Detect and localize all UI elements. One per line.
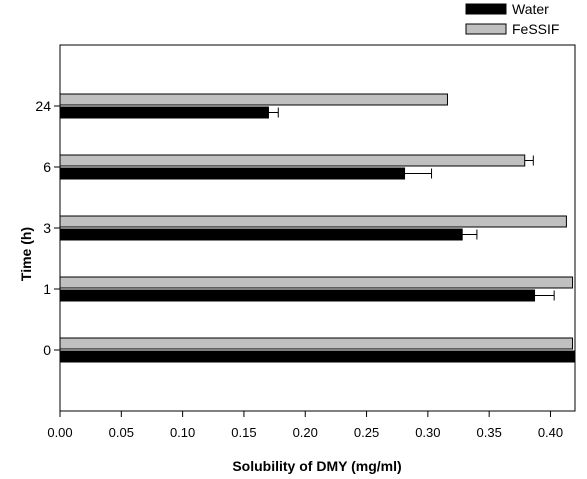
bar-water-24 xyxy=(59,106,269,119)
x-tick-label: 0.20 xyxy=(293,425,318,440)
y-tick-label: 0 xyxy=(43,342,51,358)
y-axis-title: Time (h) xyxy=(18,227,34,281)
legend-swatch-water xyxy=(465,3,507,15)
y-tick-label: 24 xyxy=(35,98,51,114)
x-tick-label: 0.05 xyxy=(109,425,134,440)
x-tick-label: 0.15 xyxy=(231,425,256,440)
x-tick-label: 0.40 xyxy=(538,425,563,440)
bars-group xyxy=(59,93,576,363)
x-tick-label: 0.10 xyxy=(170,425,195,440)
y-axis: 0 1 3 6 24 xyxy=(35,98,60,358)
bar-water-6 xyxy=(59,167,406,180)
y-tick-label: 6 xyxy=(43,159,51,175)
y-tick-label: 3 xyxy=(43,220,51,236)
legend: Water FeSSIF xyxy=(465,1,559,37)
bar-fessif-24 xyxy=(59,93,448,106)
x-tick-label: 0.00 xyxy=(47,425,72,440)
bar-water-3 xyxy=(59,228,463,241)
x-axis: 0.00 0.05 0.10 0.15 0.20 0.25 0.30 0.35 0.40 xyxy=(47,411,563,440)
y-tick-label: 1 xyxy=(43,281,51,297)
x-axis-title: Solubility of DMY (mg/ml) xyxy=(232,458,401,474)
x-tick-label: 0.35 xyxy=(477,425,502,440)
legend-label-fessif: FeSSIF xyxy=(512,21,559,37)
bar-fessif-6 xyxy=(59,154,526,167)
legend-label-water: Water xyxy=(512,1,549,17)
bar-fessif-1 xyxy=(59,276,574,289)
x-tick-label: 0.30 xyxy=(415,425,440,440)
bar-fessif-0 xyxy=(59,337,574,350)
x-tick-label: 0.25 xyxy=(354,425,379,440)
legend-swatch-fessif xyxy=(465,23,507,35)
bar-water-1 xyxy=(59,289,536,302)
bar-water-0 xyxy=(59,350,576,363)
bar-fessif-3 xyxy=(59,215,567,228)
